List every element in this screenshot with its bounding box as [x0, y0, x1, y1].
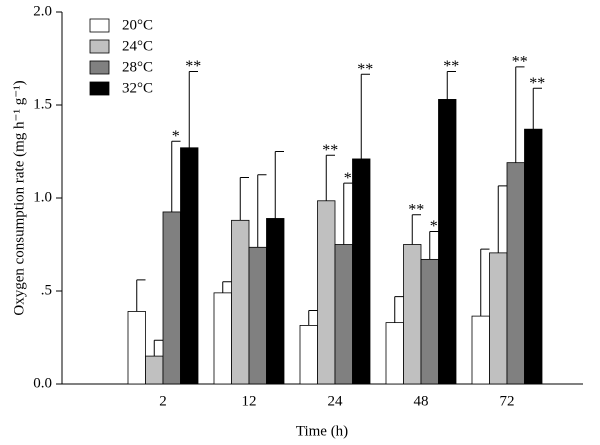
y-tick-label: 0.0 — [33, 375, 52, 391]
significance-label: * — [172, 128, 180, 145]
bar — [334, 244, 353, 385]
x-tick-label: 24 — [328, 393, 344, 409]
error-bar — [136, 279, 146, 312]
legend-label: 24°C — [122, 38, 153, 54]
bar — [213, 292, 232, 385]
error-bar — [360, 73, 370, 159]
x-tick-label: 2 — [159, 393, 167, 409]
significance-label: * — [430, 218, 438, 235]
bar — [266, 218, 285, 385]
bar — [489, 252, 508, 385]
error-bar — [153, 339, 163, 357]
y-axis-label: Oxygen consumption rate (mg h⁻¹ g⁻¹) — [11, 80, 27, 315]
bar — [471, 315, 490, 385]
x-tick-label: 72 — [500, 393, 515, 409]
legend-swatch — [89, 39, 110, 54]
bar — [506, 162, 525, 385]
y-tick-label: 1.0 — [33, 189, 52, 205]
error-bar — [480, 248, 490, 317]
error-bar — [239, 177, 249, 221]
bar — [352, 158, 371, 385]
error-bar — [343, 182, 353, 245]
bar — [127, 311, 146, 385]
bar — [162, 211, 181, 385]
bar — [180, 147, 199, 385]
bar — [385, 322, 404, 385]
bar — [403, 244, 422, 385]
bar — [248, 246, 267, 385]
y-tick-label: .5 — [41, 282, 52, 298]
bar — [317, 200, 336, 385]
bar — [299, 325, 318, 385]
x-tick-label: 48 — [414, 393, 429, 409]
legend-label: 28°C — [122, 59, 153, 75]
significance-label: * — [344, 170, 352, 187]
error-bar — [308, 310, 318, 326]
legend-swatch — [89, 81, 110, 96]
significance-label: ** — [322, 142, 338, 159]
legend-swatch — [89, 60, 110, 75]
legend-label: 32°C — [122, 80, 153, 96]
error-bar — [515, 66, 525, 163]
significance-label: ** — [443, 58, 459, 75]
error-bar — [446, 71, 456, 100]
error-bar — [411, 214, 421, 245]
bar — [438, 99, 457, 385]
error-bar — [257, 174, 267, 248]
x-tick-label: 12 — [242, 393, 257, 409]
bar — [524, 128, 543, 385]
y-tick-label: 1.5 — [33, 96, 52, 112]
error-bar — [274, 151, 284, 219]
y-tick-label: 2.0 — [33, 3, 52, 19]
bar — [420, 258, 439, 385]
bar — [231, 219, 250, 385]
error-bar — [497, 185, 507, 253]
error-bar — [325, 154, 335, 201]
legend-label: 20°C — [122, 17, 153, 33]
error-bar — [222, 281, 232, 293]
error-bar — [394, 296, 404, 323]
error-bar — [188, 71, 198, 148]
bar — [145, 355, 164, 385]
error-bar — [532, 87, 542, 130]
error-bar — [171, 140, 181, 212]
x-axis-label: Time (h) — [296, 423, 348, 439]
significance-label: ** — [357, 61, 373, 78]
error-bar — [429, 230, 439, 260]
significance-label: ** — [512, 54, 528, 71]
significance-label: ** — [408, 201, 424, 218]
legend-swatch — [89, 18, 110, 33]
significance-label: ** — [529, 75, 545, 92]
significance-label: ** — [185, 58, 201, 75]
